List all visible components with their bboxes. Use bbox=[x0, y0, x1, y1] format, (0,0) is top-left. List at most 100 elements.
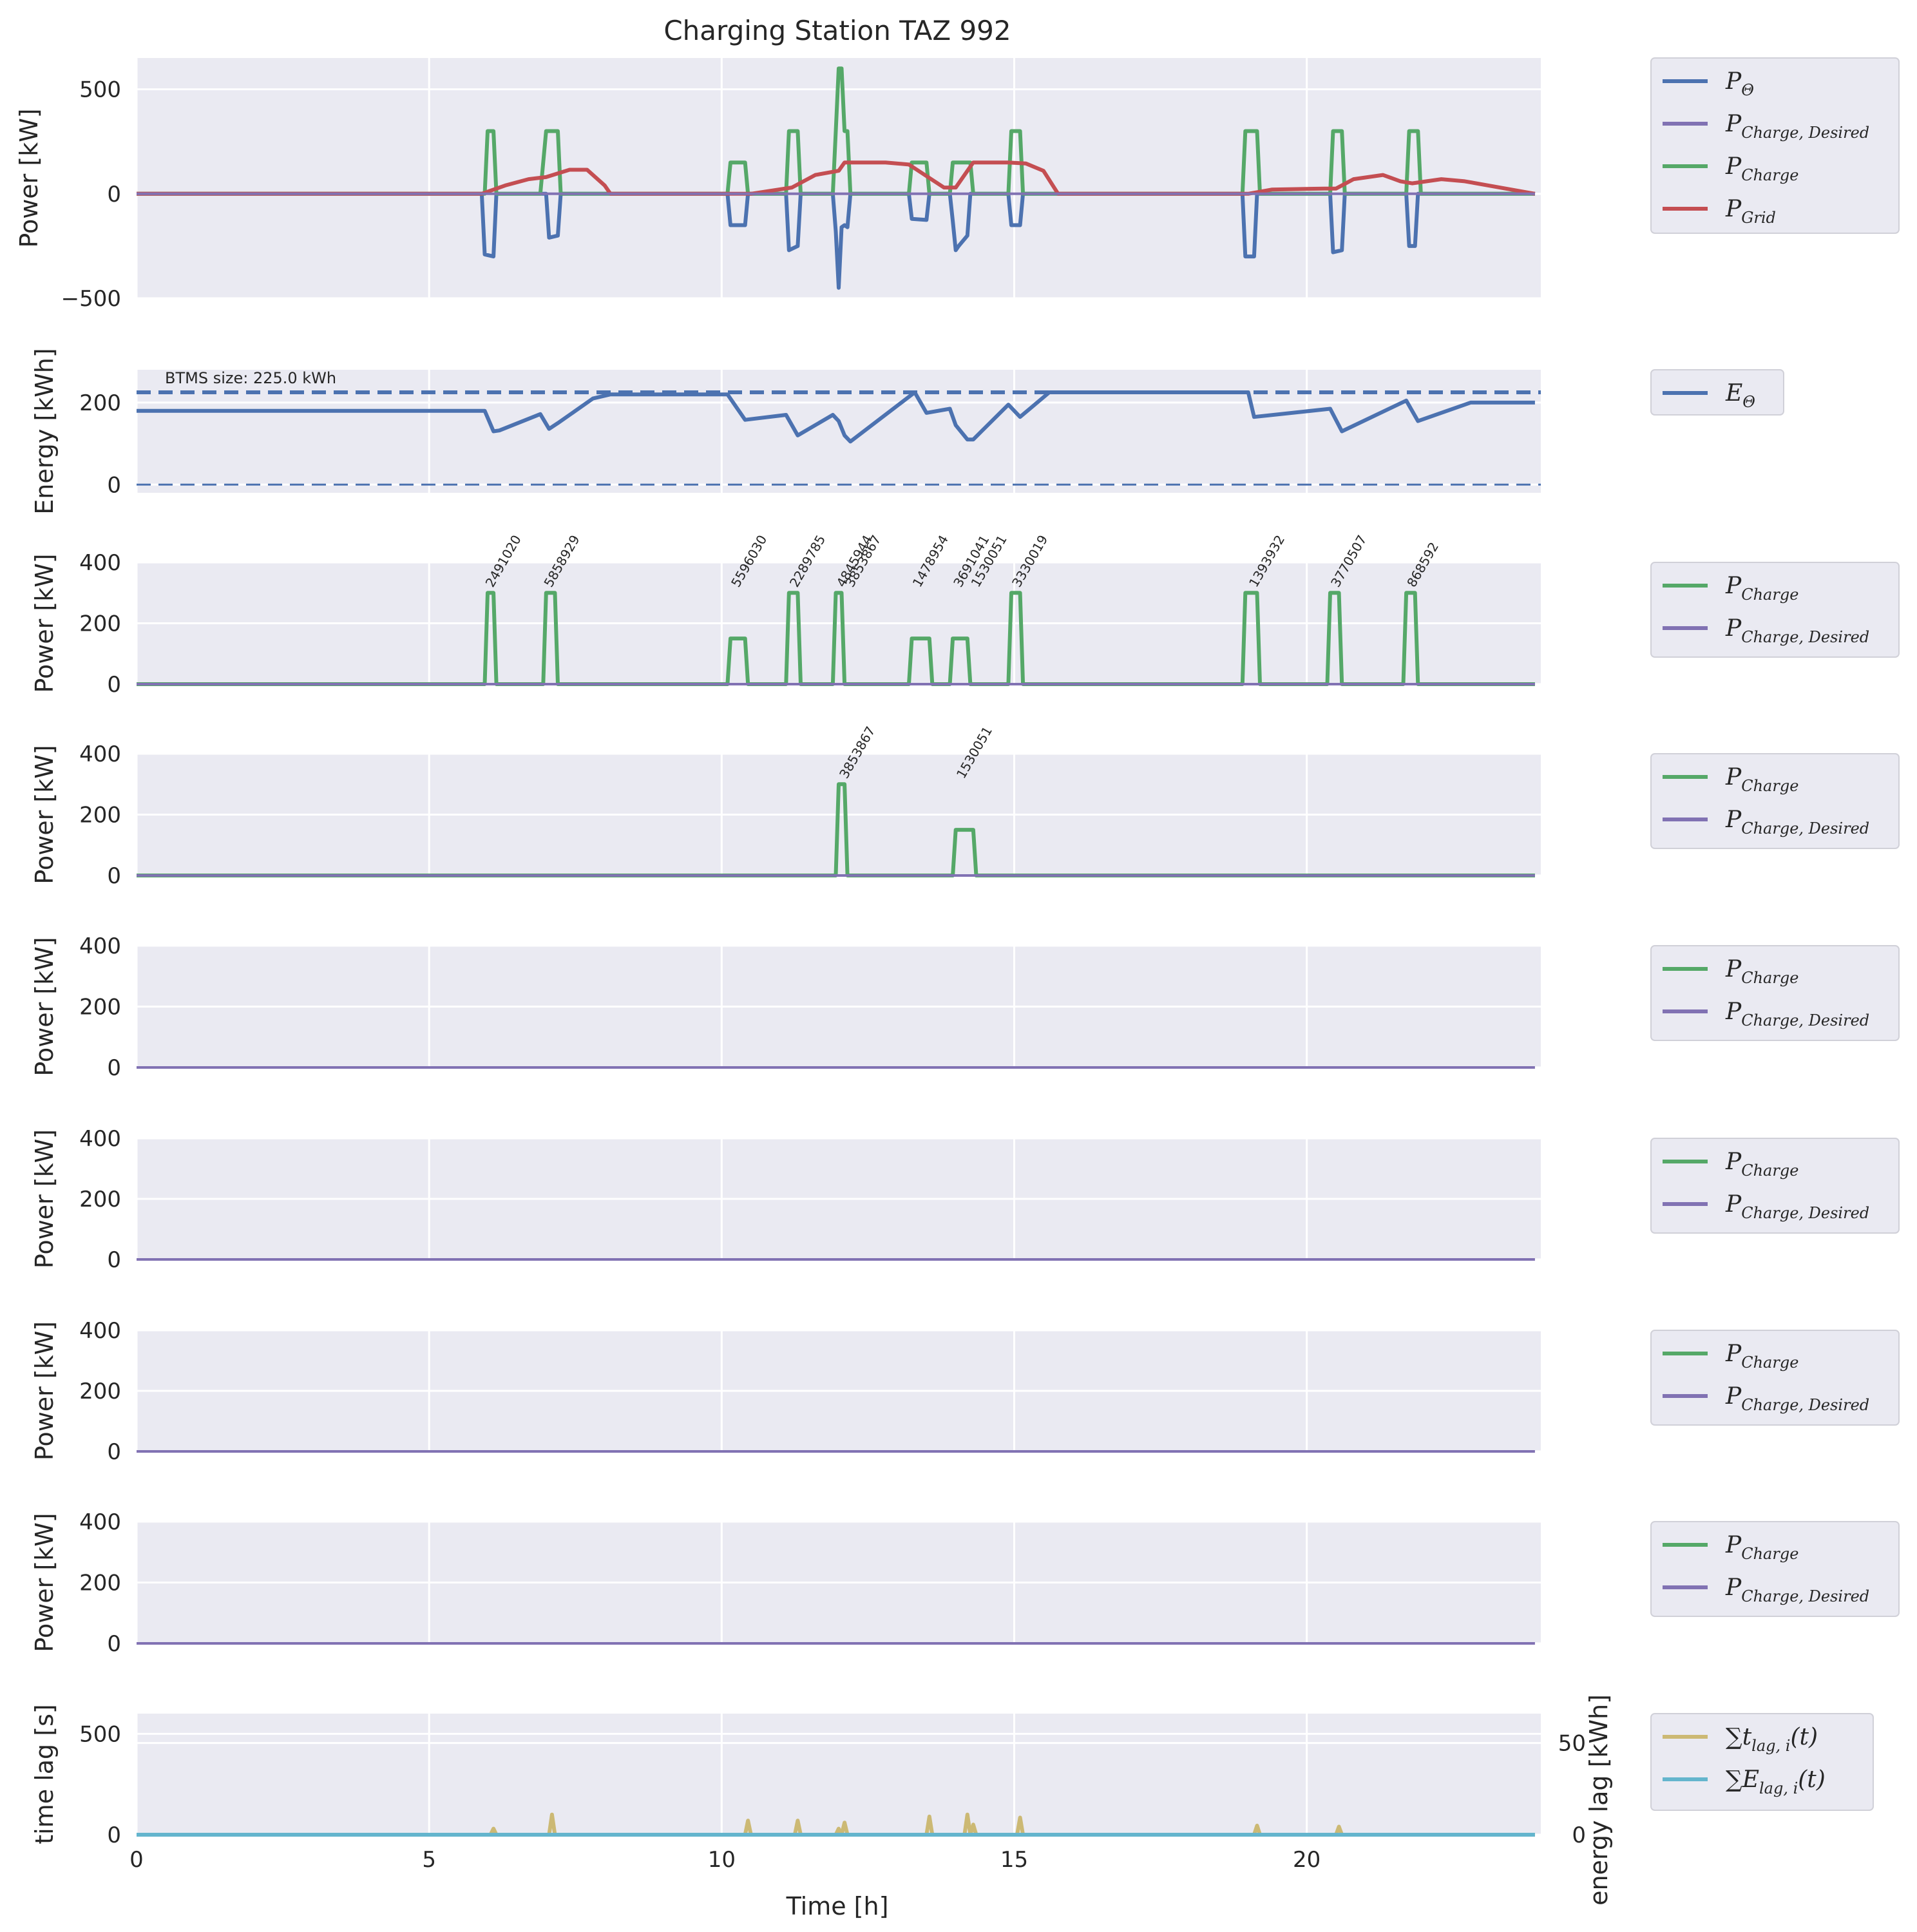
y-tick-label: 400 bbox=[79, 550, 121, 576]
y-tick-label: 0 bbox=[107, 1055, 121, 1081]
y-tick-label: 200 bbox=[79, 1571, 121, 1596]
y-axis-label: Power [kW] bbox=[30, 1321, 59, 1460]
legend: EΘ bbox=[1650, 369, 1784, 416]
x-tick-label: 20 bbox=[1293, 1847, 1321, 1873]
y-axis-label: Power [kW] bbox=[15, 108, 43, 247]
legend-subscript: Charge, Desired bbox=[1741, 1396, 1869, 1414]
legend-frame bbox=[1650, 57, 1900, 234]
x-tick-label: 10 bbox=[708, 1847, 736, 1873]
plot-area bbox=[137, 1714, 1541, 1835]
y-tick-label: 400 bbox=[79, 1509, 121, 1535]
legend-subscript: Charge bbox=[1741, 969, 1798, 987]
legend-label: ∑tlag, i(t) bbox=[1726, 1724, 1818, 1755]
y-tick-label: 500 bbox=[79, 77, 121, 103]
series-line-p-grid bbox=[137, 160, 1536, 196]
plot-area bbox=[137, 370, 1541, 493]
y-tick-label: 0 bbox=[107, 1247, 121, 1273]
y-tick-label: 0 bbox=[107, 1822, 121, 1848]
y-tick-label: 200 bbox=[79, 390, 121, 416]
y-tick-label: 400 bbox=[79, 1318, 121, 1344]
legend-subscript: Charge, Desired bbox=[1741, 628, 1869, 646]
chart-title: Charging Station TAZ 992 bbox=[663, 15, 1011, 46]
y-tick-label-right: 50 bbox=[1558, 1731, 1586, 1757]
y-tick-label: 200 bbox=[79, 995, 121, 1020]
y-tick-label: 200 bbox=[79, 803, 121, 828]
y-tick-label: 0 bbox=[107, 1631, 121, 1657]
legend-frame bbox=[1650, 945, 1900, 1041]
y-tick-label: 0 bbox=[107, 863, 121, 889]
y-axis-label-right: energy lag [kWh] bbox=[1585, 1694, 1613, 1906]
subplot-energy: 0 200 Energy [kWh] BTMS size: 225.0 kWh EΘ bbox=[30, 348, 1784, 515]
y-axis-label: time lag [s] bbox=[30, 1704, 59, 1844]
legend-frame bbox=[1650, 1521, 1900, 1617]
series-line-p-charge bbox=[137, 591, 1535, 686]
y-tick-label: 200 bbox=[79, 1187, 121, 1212]
y-tick-label: 400 bbox=[79, 933, 121, 959]
btms-size-annotation: BTMS size: 225.0 kWh bbox=[165, 369, 336, 387]
y-tick-label: 0 bbox=[107, 182, 121, 207]
legend-subscript: lag, i bbox=[1751, 1737, 1790, 1755]
y-tick-label: 0 bbox=[107, 672, 121, 698]
legend-frame bbox=[1650, 753, 1900, 849]
y-axis-label: Energy [kWh] bbox=[30, 348, 59, 514]
y-axis-label: Power [kW] bbox=[30, 1513, 59, 1652]
legend-subscript: Θ bbox=[1741, 81, 1754, 99]
legend-frame bbox=[1650, 562, 1900, 658]
x-tick-label: 5 bbox=[422, 1847, 436, 1873]
series-line-e- bbox=[137, 390, 1535, 444]
y-axis-label: Power [kW] bbox=[30, 1129, 59, 1268]
legend-subscript: Charge, Desired bbox=[1741, 1587, 1869, 1605]
legend-subscript: Charge bbox=[1741, 777, 1798, 795]
legend: ∑tlag, i(t)∑Elag, i(t) bbox=[1650, 1713, 1874, 1811]
x-tick-label: 0 bbox=[129, 1847, 144, 1873]
y-axis-label: Power [kW] bbox=[30, 745, 59, 884]
y-axis-label: Power [kW] bbox=[30, 937, 59, 1076]
legend-subscript: Θ bbox=[1742, 393, 1755, 411]
y-tick-label: 400 bbox=[79, 741, 121, 767]
y-tick-label: 0 bbox=[107, 1439, 121, 1465]
legend-subscript: Grid bbox=[1741, 209, 1776, 227]
legend-subscript: Charge, Desired bbox=[1741, 1011, 1869, 1029]
legend-suffix: (t) bbox=[1790, 1724, 1818, 1750]
legend-subscript: Charge, Desired bbox=[1741, 819, 1869, 837]
legend-subscript: Charge bbox=[1741, 586, 1798, 604]
legend-suffix: (t) bbox=[1798, 1766, 1826, 1793]
legend-frame bbox=[1650, 369, 1784, 416]
legend-subscript: Charge bbox=[1741, 166, 1798, 184]
x-tick-label: 15 bbox=[1000, 1847, 1028, 1873]
y-tick-label: 200 bbox=[79, 1379, 121, 1404]
legend-subscript: Charge bbox=[1741, 1353, 1798, 1372]
y-tick-label: 500 bbox=[79, 1721, 121, 1747]
y-tick-label-right: 0 bbox=[1572, 1822, 1586, 1848]
y-tick-label: 400 bbox=[79, 1126, 121, 1152]
legend-subscript: Charge, Desired bbox=[1741, 1204, 1869, 1222]
legend-frame bbox=[1650, 1138, 1900, 1234]
y-tick-label: 0 bbox=[107, 472, 121, 498]
legend-subscript: Charge, Desired bbox=[1741, 124, 1869, 142]
legend-subscript: Charge bbox=[1741, 1162, 1798, 1180]
legend-subscript: lag, i bbox=[1759, 1779, 1798, 1797]
y-axis-label: Power [kW] bbox=[30, 553, 59, 693]
y-tick-label: 200 bbox=[79, 611, 121, 637]
legend-frame bbox=[1650, 1330, 1900, 1426]
y-tick-label: −500 bbox=[61, 286, 121, 312]
legend-subscript: Charge bbox=[1741, 1545, 1798, 1563]
x-axis-label: Time [h] bbox=[786, 1892, 889, 1920]
